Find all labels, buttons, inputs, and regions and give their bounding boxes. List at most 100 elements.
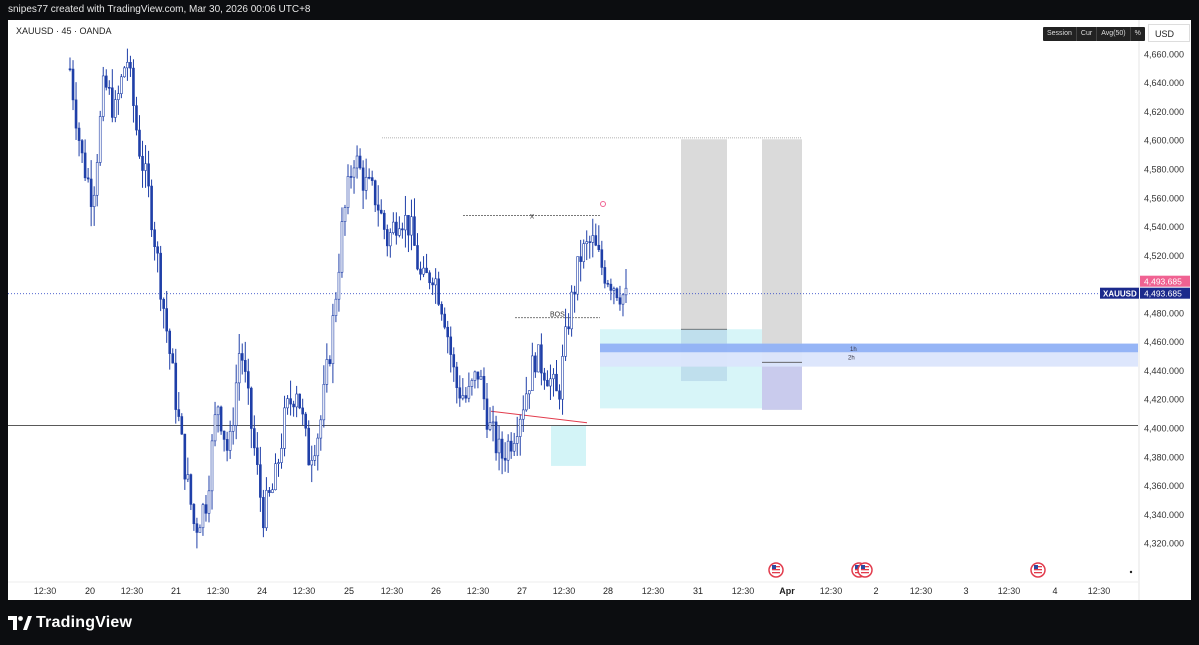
price-tick-label: 4,640.000 [1144, 78, 1184, 88]
candle-body [292, 403, 295, 408]
candle [147, 150, 150, 198]
time-tick-label: 31 [693, 586, 703, 596]
candle-body [455, 366, 459, 388]
candle [83, 139, 87, 181]
time-tick-label: 12:30 [381, 586, 404, 596]
candle [552, 368, 555, 397]
candle [132, 59, 135, 123]
candle-body [506, 440, 510, 461]
candle [271, 483, 274, 494]
candle-body [156, 246, 159, 254]
candle [534, 352, 537, 378]
candle [198, 524, 202, 533]
currency-selector[interactable]: USD [1148, 24, 1190, 42]
candle [101, 66, 105, 122]
cyan-zone-small [551, 425, 586, 466]
time-axis[interactable]: 12:30 20 12:30 21 12:30 24 12:30 25 12:30 26 12:30… [8, 581, 1138, 596]
candle [117, 85, 120, 115]
candle [404, 195, 407, 248]
candle [174, 348, 178, 424]
price-scale-toolbar[interactable]: Session Cur Avg(50) % [1043, 27, 1145, 41]
candle [385, 224, 389, 257]
toolbar-cur[interactable]: Cur [1077, 27, 1098, 41]
candle-body [497, 438, 501, 454]
candle [488, 407, 492, 432]
candle [564, 308, 567, 361]
candle [189, 473, 193, 511]
candle-body [488, 422, 492, 430]
candle [464, 387, 468, 403]
event-flag-3[interactable] [857, 562, 873, 578]
candle-body [319, 419, 323, 439]
candle-body [382, 212, 386, 230]
candle-body [141, 155, 144, 171]
candle [476, 371, 480, 389]
candle-body [114, 99, 117, 118]
candle-body [404, 215, 407, 231]
toolbar-percent[interactable]: % [1134, 30, 1141, 37]
candle-body [123, 67, 126, 78]
candle-body [494, 421, 498, 454]
candle-body [594, 235, 598, 246]
candle [603, 260, 607, 289]
candle-body [334, 298, 338, 316]
candle [289, 380, 292, 416]
candle [612, 286, 616, 305]
candle-body [129, 62, 132, 69]
candle [379, 199, 383, 215]
candle [555, 360, 558, 392]
candle [470, 378, 474, 396]
candle-body [434, 278, 437, 286]
candle [524, 376, 528, 412]
candle-body [395, 221, 398, 236]
price-axis[interactable]: 4,660.000 4,640.000 4,620.000 4,600.000 4,58… [1100, 20, 1190, 600]
candle-body [298, 393, 301, 409]
flag-stripe [861, 572, 869, 574]
candle [600, 240, 604, 276]
price-tick-label: 4,460.000 [1144, 337, 1184, 347]
candle-body [458, 387, 462, 399]
candle-body [413, 216, 416, 246]
symbol-label[interactable]: XAUUSD · 45 · OANDA [14, 26, 114, 36]
candle [216, 405, 220, 433]
candle-body [561, 356, 564, 400]
candle [104, 69, 108, 91]
candle-body [77, 127, 81, 141]
price-tick-label: 4,440.000 [1144, 366, 1184, 376]
candle [237, 334, 241, 401]
candle [395, 212, 398, 245]
toolbar-session[interactable]: Session [1043, 27, 1077, 41]
candle [286, 395, 289, 415]
toolbar-avg[interactable]: Avg(50) [1097, 27, 1131, 41]
candle-body [515, 436, 519, 444]
candle-body [71, 68, 75, 101]
candle [497, 425, 501, 471]
candle [609, 278, 613, 301]
event-flag-1[interactable] [768, 562, 784, 578]
candle-body [518, 418, 522, 437]
candle [225, 431, 229, 462]
scroll-dot-icon[interactable] [1129, 570, 1133, 574]
candle [479, 369, 483, 380]
price-tick-label: 4,340.000 [1144, 510, 1184, 520]
candle [455, 361, 459, 404]
candle [531, 342, 534, 391]
candle-body [521, 409, 525, 420]
tradingview-logo[interactable]: TradingView [8, 614, 132, 632]
candle-body [503, 457, 507, 461]
candle [437, 271, 440, 306]
candle-body [237, 353, 241, 384]
time-tick-label: 12:30 [1088, 586, 1111, 596]
candle [443, 307, 446, 330]
candle-body [310, 460, 314, 466]
price-tick-label: 4,420.000 [1144, 395, 1184, 405]
event-flag-4[interactable] [1030, 562, 1046, 578]
candle-body [186, 474, 190, 480]
candle-body [618, 297, 622, 305]
chart-frame[interactable]: x BOS 1h 2h 4,660.000 4,640.000 4,620.000 4,60… [8, 20, 1191, 600]
candle-body [304, 413, 307, 429]
chart-canvas[interactable]: x BOS 1h 2h 4,660.000 4,640.000 4,620.000 4,60… [8, 20, 1191, 600]
candle-body [243, 360, 247, 372]
candle [392, 212, 395, 235]
candle [376, 185, 380, 227]
